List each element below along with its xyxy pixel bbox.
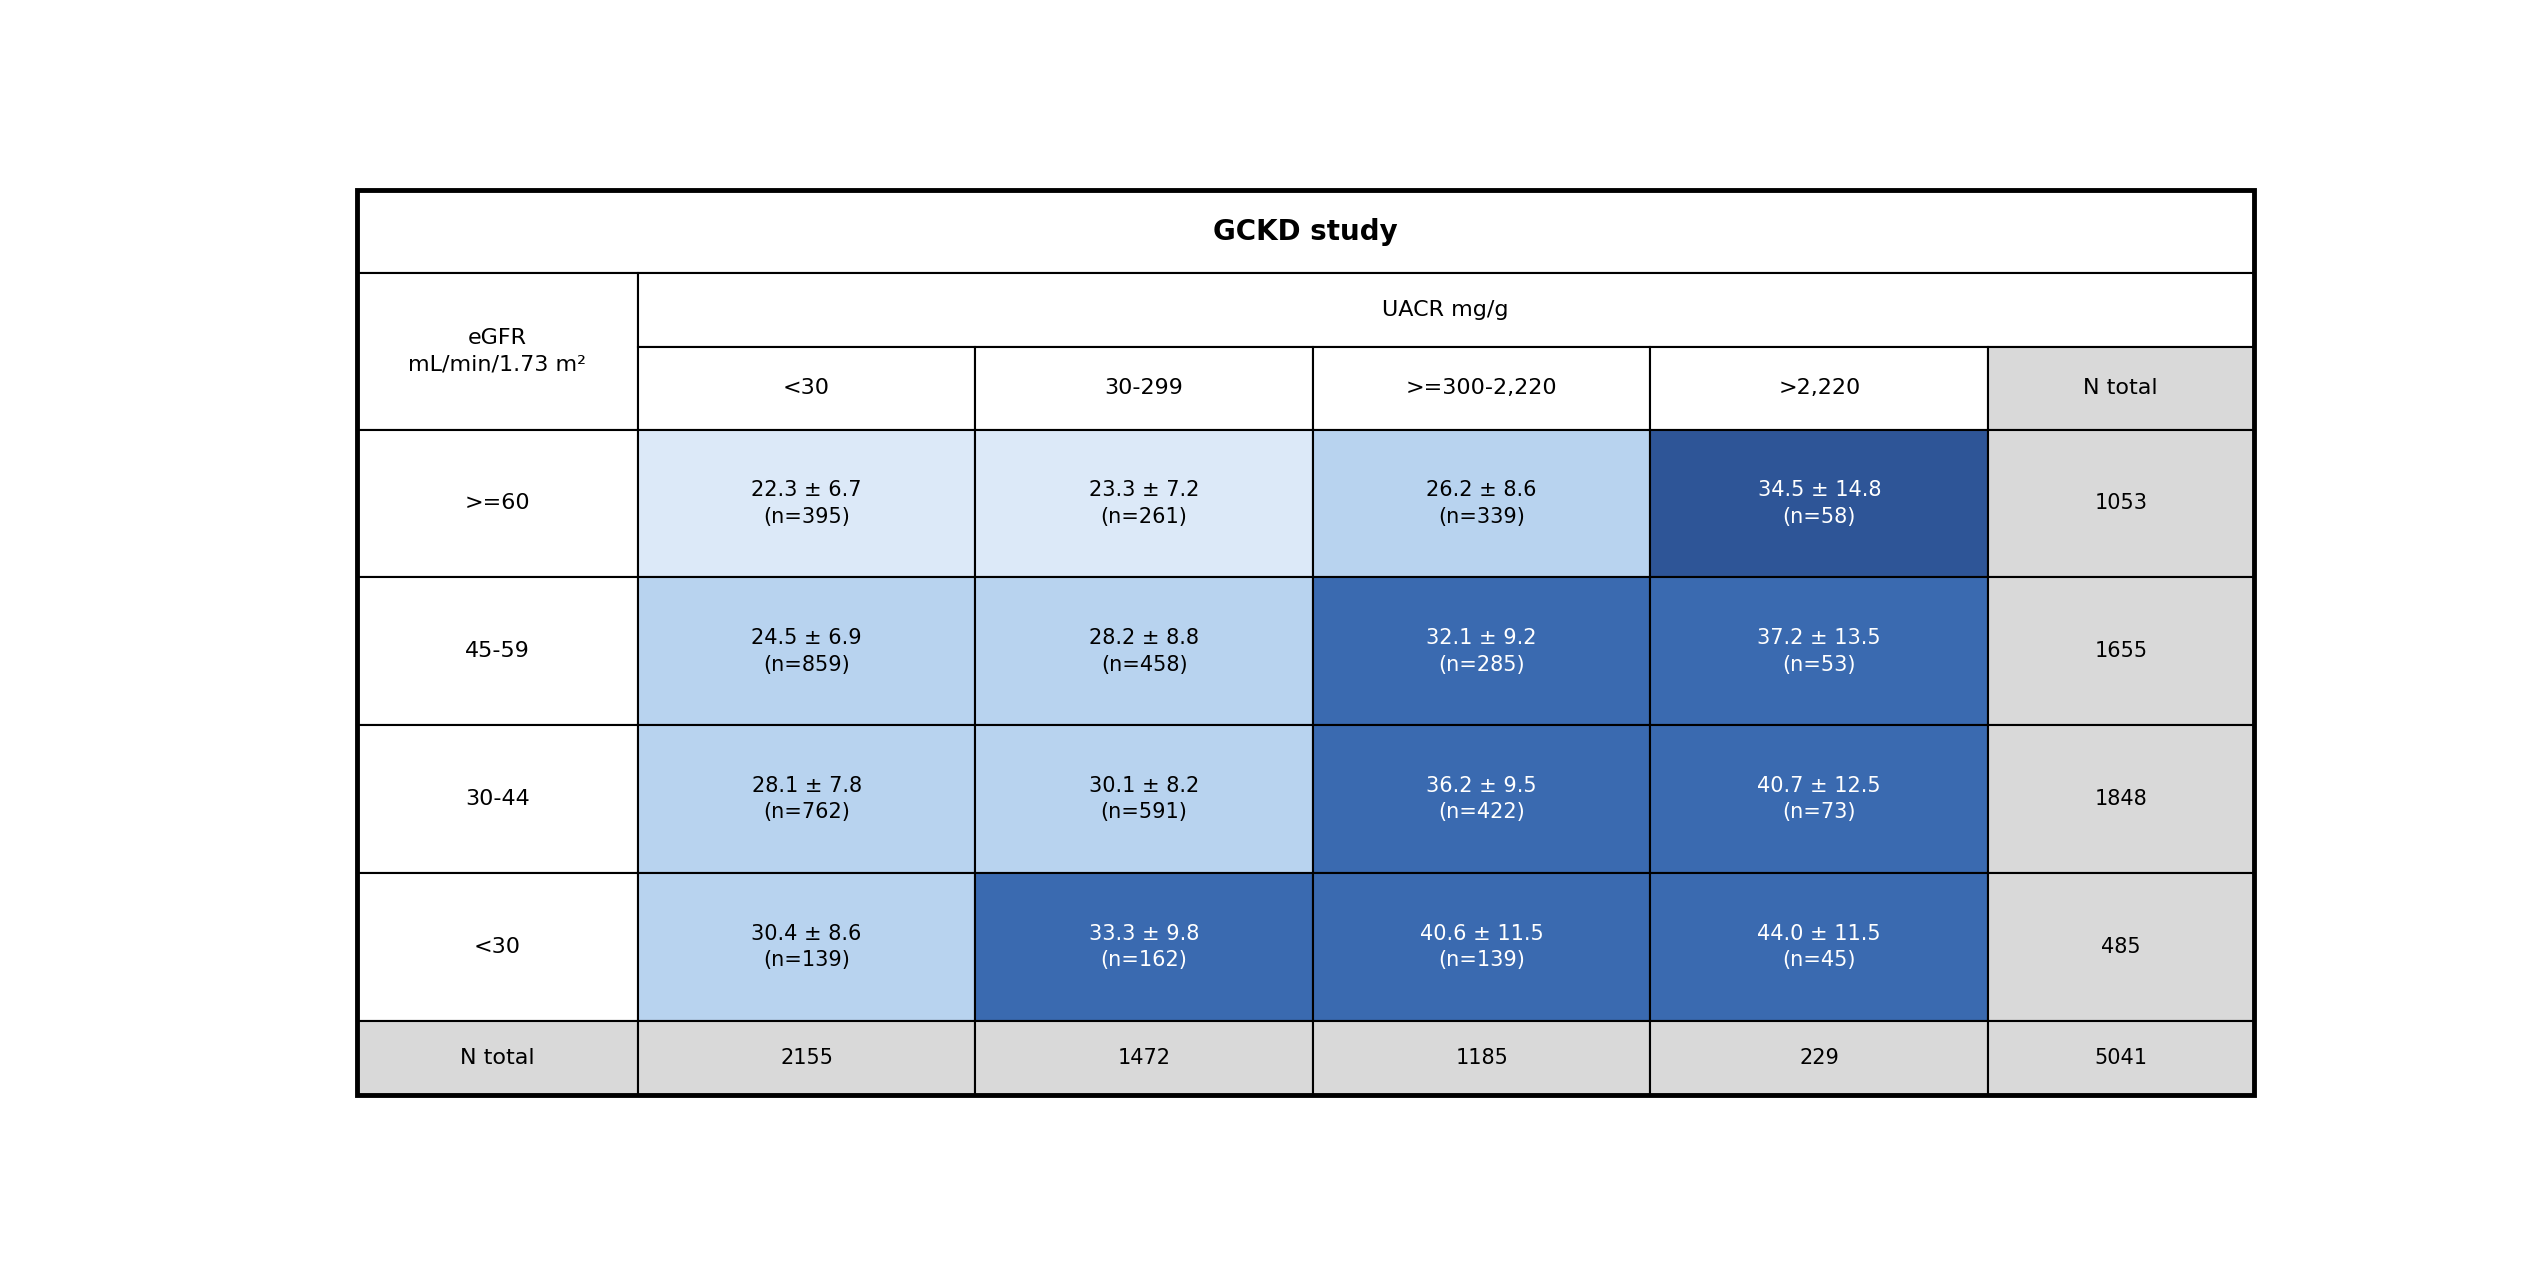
Bar — [637, 273, 2254, 347]
Text: 28.1 ± 7.8
(n=762): 28.1 ± 7.8 (n=762) — [751, 775, 861, 822]
Text: 33.3 ± 9.8
(n=162): 33.3 ± 9.8 (n=162) — [1090, 923, 1200, 970]
Bar — [357, 273, 637, 430]
Text: eGFR
mL/min/1.73 m²: eGFR mL/min/1.73 m² — [408, 328, 586, 374]
Text: 26.2 ± 8.6
(n=339): 26.2 ± 8.6 (n=339) — [1426, 481, 1536, 526]
Text: 40.7 ± 12.5
(n=73): 40.7 ± 12.5 (n=73) — [1757, 775, 1882, 822]
Text: 32.1 ± 9.2
(n=285): 32.1 ± 9.2 (n=285) — [1426, 629, 1536, 674]
Bar — [637, 725, 976, 873]
Bar — [1989, 873, 2254, 1021]
Text: >=300-2,220: >=300-2,220 — [1406, 378, 1559, 398]
Bar — [1650, 1021, 1989, 1095]
Bar — [357, 725, 637, 873]
Bar — [1312, 430, 1650, 577]
Bar — [976, 873, 1312, 1021]
Text: >2,220: >2,220 — [1778, 378, 1859, 398]
Text: N total: N total — [2083, 378, 2157, 398]
Text: 30.1 ± 8.2
(n=591): 30.1 ± 8.2 (n=591) — [1090, 775, 1200, 822]
Bar — [1989, 725, 2254, 873]
Bar — [357, 577, 637, 725]
Text: UACR mg/g: UACR mg/g — [1383, 300, 1508, 320]
Text: 28.2 ± 8.8
(n=458): 28.2 ± 8.8 (n=458) — [1090, 629, 1200, 674]
Bar — [1312, 1021, 1650, 1095]
Bar — [357, 190, 2254, 273]
Text: 30.4 ± 8.6
(n=139): 30.4 ± 8.6 (n=139) — [751, 923, 861, 970]
Bar — [1989, 347, 2254, 430]
Text: <30: <30 — [782, 378, 830, 398]
Bar — [357, 1021, 637, 1095]
Text: 30-299: 30-299 — [1105, 378, 1184, 398]
Bar — [1312, 725, 1650, 873]
Text: 485: 485 — [2101, 937, 2139, 958]
Text: 34.5 ± 14.8
(n=58): 34.5 ± 14.8 (n=58) — [1757, 481, 1882, 526]
Bar — [1650, 873, 1989, 1021]
Text: 5041: 5041 — [2094, 1049, 2147, 1068]
Text: 30-44: 30-44 — [466, 789, 530, 810]
Text: GCKD study: GCKD study — [1212, 218, 1398, 245]
Text: 1053: 1053 — [2094, 493, 2147, 514]
Bar — [637, 1021, 976, 1095]
Text: 2155: 2155 — [779, 1049, 833, 1068]
Bar — [357, 873, 637, 1021]
Text: <30: <30 — [474, 937, 522, 958]
Text: 40.6 ± 11.5
(n=139): 40.6 ± 11.5 (n=139) — [1419, 923, 1543, 970]
Text: 22.3 ± 6.7
(n=395): 22.3 ± 6.7 (n=395) — [751, 481, 861, 526]
Bar — [637, 873, 976, 1021]
Bar — [1650, 430, 1989, 577]
Text: 229: 229 — [1798, 1049, 1839, 1068]
Bar — [1989, 1021, 2254, 1095]
Bar — [976, 1021, 1312, 1095]
Text: 36.2 ± 9.5
(n=422): 36.2 ± 9.5 (n=422) — [1426, 775, 1536, 822]
Bar — [1989, 577, 2254, 725]
Bar — [1650, 347, 1989, 430]
Bar — [637, 347, 976, 430]
Bar — [1650, 725, 1989, 873]
Text: 24.5 ± 6.9
(n=859): 24.5 ± 6.9 (n=859) — [751, 629, 861, 674]
Bar — [976, 577, 1312, 725]
Bar — [637, 577, 976, 725]
Text: 1472: 1472 — [1118, 1049, 1172, 1068]
Bar — [976, 430, 1312, 577]
Bar — [1650, 577, 1989, 725]
Bar — [1312, 873, 1650, 1021]
Bar — [1312, 577, 1650, 725]
Bar — [637, 430, 976, 577]
Bar — [1989, 430, 2254, 577]
Text: 1848: 1848 — [2094, 789, 2147, 810]
Text: 44.0 ± 11.5
(n=45): 44.0 ± 11.5 (n=45) — [1757, 923, 1882, 970]
Bar — [976, 347, 1312, 430]
Text: 23.3 ± 7.2
(n=261): 23.3 ± 7.2 (n=261) — [1090, 481, 1200, 526]
Bar — [357, 430, 637, 577]
Text: 1185: 1185 — [1454, 1049, 1508, 1068]
Text: 1655: 1655 — [2094, 641, 2147, 662]
Bar — [976, 725, 1312, 873]
Text: 37.2 ± 13.5
(n=53): 37.2 ± 13.5 (n=53) — [1757, 629, 1882, 674]
Text: N total: N total — [461, 1049, 535, 1068]
Text: >=60: >=60 — [464, 493, 530, 514]
Text: 45-59: 45-59 — [466, 641, 530, 662]
Bar — [1312, 347, 1650, 430]
